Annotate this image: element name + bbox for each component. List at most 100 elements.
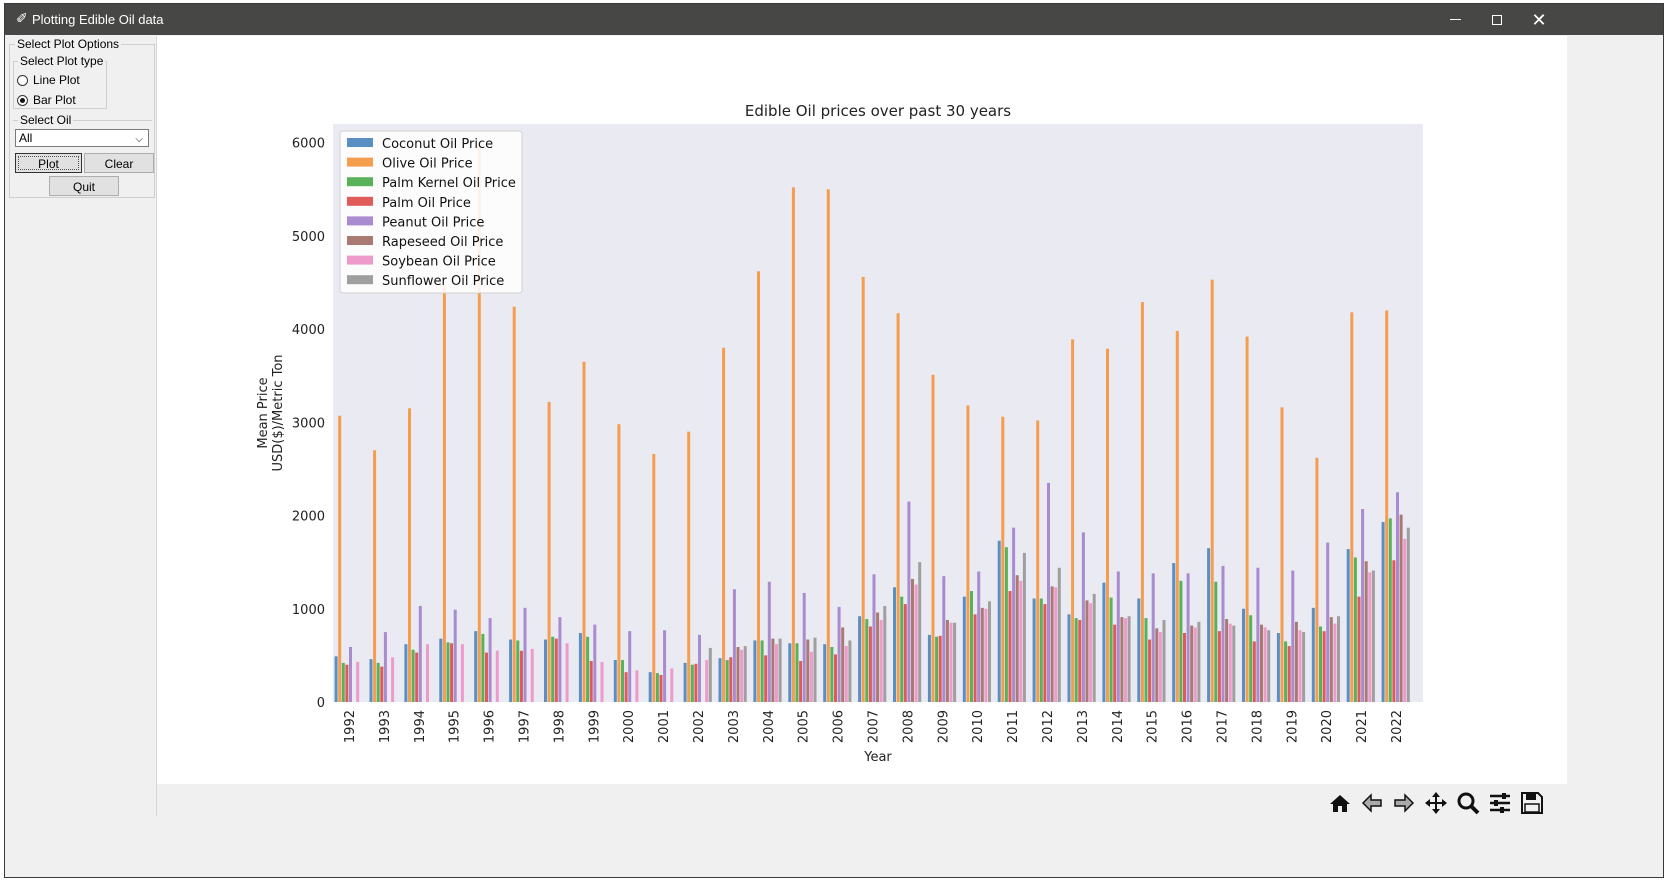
bar bbox=[868, 626, 872, 702]
bar bbox=[775, 644, 778, 702]
bar bbox=[1001, 416, 1005, 702]
bar bbox=[1302, 632, 1306, 702]
bar bbox=[1364, 561, 1368, 702]
bar bbox=[1144, 618, 1148, 702]
bar bbox=[876, 612, 880, 702]
x-tick-label: 2012 bbox=[1041, 710, 1056, 743]
bar bbox=[516, 640, 520, 702]
bar bbox=[918, 562, 922, 702]
minimize-button[interactable] bbox=[1432, 4, 1478, 35]
bar bbox=[1294, 621, 1298, 702]
plot-button[interactable]: Plot bbox=[15, 153, 82, 173]
bar bbox=[764, 655, 768, 702]
plot-canvas: 0 1000 2000 3000 4000 5000 6000 1992 1993 1994 199… bbox=[157, 36, 1567, 784]
radio-bar-plot[interactable]: Bar Plot bbox=[17, 93, 76, 107]
bar bbox=[1381, 522, 1385, 702]
radio-line-plot[interactable]: Line Plot bbox=[17, 73, 80, 87]
bar bbox=[1225, 619, 1229, 702]
bar bbox=[481, 633, 485, 702]
bar bbox=[426, 644, 429, 702]
bar bbox=[945, 619, 949, 702]
bar bbox=[1137, 598, 1141, 702]
bar bbox=[1319, 626, 1322, 702]
legend-swatch bbox=[347, 157, 373, 167]
bar bbox=[1078, 619, 1082, 702]
x-tick-label: 2000 bbox=[622, 710, 637, 743]
home-button[interactable] bbox=[1327, 790, 1353, 816]
bar bbox=[1148, 639, 1152, 702]
legend-entry: Peanut Oil Price bbox=[382, 215, 484, 230]
x-tick-label: 1992 bbox=[343, 710, 358, 743]
bar bbox=[488, 618, 492, 702]
legend-swatch bbox=[347, 216, 373, 226]
y-axis-label-line2: USD($)/Metric Ton bbox=[271, 354, 286, 471]
x-tick-label: 2010 bbox=[971, 710, 986, 743]
forward-arrow-icon bbox=[1394, 793, 1415, 813]
bar bbox=[997, 540, 1001, 702]
x-tick-label: 2006 bbox=[832, 710, 847, 743]
pan-button[interactable] bbox=[1423, 790, 1449, 816]
bar bbox=[1124, 618, 1127, 702]
bar bbox=[879, 619, 883, 702]
back-arrow-icon bbox=[1361, 793, 1382, 813]
chart-title: Edible Oil prices over past 30 years bbox=[745, 102, 1011, 120]
legend-swatch bbox=[347, 138, 373, 147]
bar bbox=[683, 662, 687, 702]
bar bbox=[418, 605, 422, 702]
bar bbox=[1276, 633, 1280, 702]
home-icon bbox=[1330, 795, 1350, 812]
bar bbox=[900, 596, 904, 702]
bar bbox=[837, 606, 841, 702]
bar bbox=[1298, 630, 1302, 702]
oil-select[interactable]: All ⌵ bbox=[15, 129, 149, 147]
bar bbox=[373, 450, 377, 702]
bar bbox=[415, 652, 419, 702]
bar bbox=[1396, 492, 1399, 702]
bar bbox=[1228, 623, 1232, 702]
legend-swatch bbox=[347, 255, 373, 265]
clear-button[interactable]: Clear bbox=[84, 153, 154, 173]
legend-entry: Sunflower Oil Price bbox=[382, 274, 504, 289]
bar bbox=[565, 643, 569, 702]
bar bbox=[1067, 614, 1071, 702]
bar bbox=[1089, 603, 1093, 702]
bar bbox=[659, 674, 663, 702]
bar bbox=[356, 661, 360, 702]
bar bbox=[966, 405, 970, 702]
bar bbox=[1371, 570, 1375, 702]
quit-button[interactable]: Quit bbox=[49, 176, 119, 196]
forward-button[interactable] bbox=[1391, 790, 1417, 816]
bar bbox=[984, 608, 988, 702]
bar bbox=[1019, 580, 1023, 702]
bar bbox=[1140, 302, 1144, 702]
bar bbox=[1357, 596, 1361, 702]
bar bbox=[1256, 567, 1260, 702]
save-button[interactable] bbox=[1519, 790, 1545, 816]
x-tick-label: 1993 bbox=[378, 710, 393, 743]
bar bbox=[841, 627, 845, 702]
bar bbox=[578, 633, 582, 702]
bar bbox=[1403, 538, 1407, 702]
configure-subplots-button[interactable] bbox=[1487, 790, 1513, 816]
bar bbox=[383, 632, 387, 702]
bar bbox=[799, 660, 803, 702]
x-tick-label: 1999 bbox=[587, 710, 602, 743]
bar bbox=[439, 638, 443, 702]
save-icon bbox=[1521, 792, 1543, 814]
bar bbox=[617, 424, 621, 702]
bar bbox=[687, 431, 691, 702]
zoom-button[interactable] bbox=[1455, 790, 1481, 816]
maximize-button[interactable] bbox=[1474, 4, 1520, 35]
bar bbox=[1252, 641, 1256, 702]
bar bbox=[648, 672, 652, 702]
close-button[interactable]: ✕ bbox=[1516, 4, 1562, 35]
back-button[interactable] bbox=[1359, 790, 1385, 816]
bar bbox=[1081, 532, 1085, 702]
bar bbox=[830, 647, 834, 702]
bar bbox=[341, 662, 345, 702]
x-tick-label: 2021 bbox=[1355, 710, 1370, 743]
bar bbox=[1190, 625, 1194, 702]
bar bbox=[988, 601, 991, 702]
x-axis-label: Year bbox=[863, 750, 892, 765]
bar bbox=[1022, 552, 1026, 702]
